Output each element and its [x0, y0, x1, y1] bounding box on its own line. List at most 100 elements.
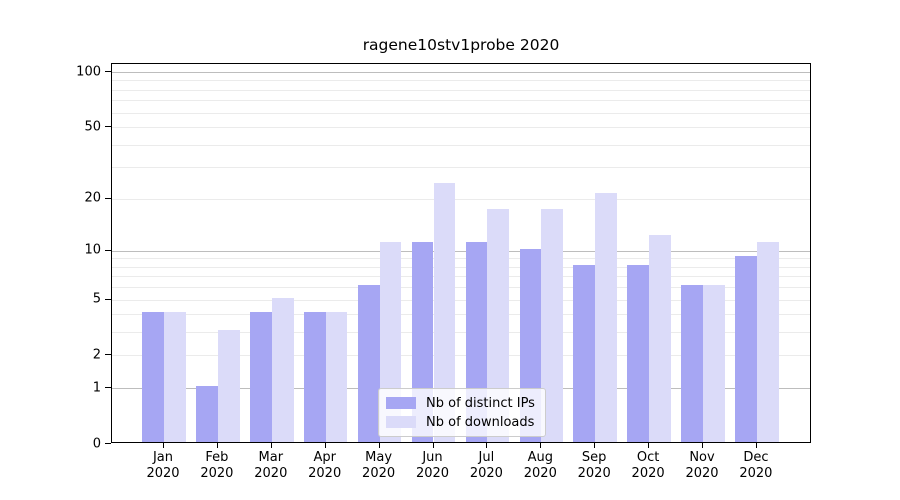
- gridline-minor: [112, 89, 810, 91]
- x-tick-mark: [702, 443, 703, 448]
- y-tick-mark: [105, 197, 111, 199]
- legend-item: Nb of distinct IPs: [386, 396, 538, 411]
- legend-label: Nb of distinct IPs: [426, 395, 535, 411]
- x-tick-label-jul: Jul 2020: [456, 450, 516, 482]
- bar-downloads-nov: [703, 285, 725, 442]
- chart-title: ragene10stv1probe 2020: [362, 36, 560, 54]
- bar-downloads-oct: [649, 235, 671, 442]
- legend-label: Nb of downloads: [426, 414, 535, 430]
- x-tick-mark: [540, 443, 542, 448]
- x-tick-month: Dec: [743, 450, 769, 465]
- gridline-minor: [112, 100, 810, 102]
- x-tick-year: 2020: [685, 466, 719, 481]
- gridline-minor: [112, 167, 810, 169]
- gridline-minor: [112, 332, 810, 334]
- gridline-minor: [112, 276, 810, 278]
- x-tick-label-apr: Apr 2020: [295, 450, 355, 482]
- gridline-minor: [112, 258, 810, 260]
- bar-distinct-ips-feb: [196, 386, 218, 442]
- x-tick-mark: [648, 443, 650, 448]
- legend-swatch-downloads: [386, 416, 416, 428]
- bar-downloads-jan: [164, 312, 186, 442]
- bar-downloads-dec: [756, 241, 779, 442]
- x-tick-year: 2020: [739, 466, 773, 481]
- x-tick-year: 2020: [146, 466, 180, 481]
- x-tick-month: Apr: [313, 450, 336, 465]
- y-tick-label: 5: [92, 291, 101, 307]
- gridline-major: [112, 72, 810, 73]
- bar-distinct-ips-oct: [627, 264, 650, 442]
- gridline-minor: [112, 299, 810, 301]
- bar-distinct-ips-may: [357, 285, 380, 442]
- x-tick-mark: [324, 443, 326, 448]
- y-tick-mark: [105, 126, 111, 128]
- legend-item: Nb of downloads: [386, 415, 538, 430]
- x-tick-year: 2020: [631, 466, 665, 481]
- x-tick-month: Feb: [205, 450, 229, 465]
- y-tick-label: 50: [84, 119, 101, 135]
- x-tick-month: May: [365, 450, 393, 465]
- y-tick-mark: [105, 249, 111, 251]
- x-tick-month: Jul: [478, 450, 495, 465]
- gridline-minor: [112, 144, 810, 146]
- gridline-minor: [112, 266, 810, 268]
- x-tick-month: Aug: [527, 450, 553, 465]
- bar-downloads-sep: [595, 192, 617, 442]
- x-tick-year: 2020: [415, 466, 450, 481]
- y-tick-mark: [105, 71, 111, 72]
- x-tick-mark: [163, 443, 164, 448]
- y-tick-label: 20: [84, 190, 101, 206]
- x-tick-month: Jan: [152, 450, 174, 465]
- x-tick-mark: [594, 443, 596, 448]
- x-tick-year: 2020: [200, 466, 234, 481]
- x-tick-year: 2020: [469, 466, 503, 481]
- x-tick-mark: [270, 443, 272, 448]
- gridline-minor: [112, 355, 810, 357]
- bar-distinct-ips-dec: [735, 256, 757, 442]
- x-tick-mark: [755, 443, 757, 448]
- y-tick-label: 0: [92, 436, 101, 451]
- x-tick-label-jun: Jun 2020: [403, 450, 463, 482]
- x-tick-month: Nov: [689, 450, 715, 465]
- bar-downloads-jun: [433, 182, 456, 442]
- bar-distinct-ips-sep: [573, 264, 596, 442]
- y-tick-mark: [105, 354, 111, 356]
- plot-area: [111, 63, 811, 443]
- x-tick-month: Sep: [581, 450, 607, 465]
- gridline-minor: [112, 198, 810, 200]
- x-tick-year: 2020: [254, 466, 288, 481]
- bar-downloads-apr: [325, 312, 348, 442]
- bar-distinct-ips-apr: [303, 312, 326, 442]
- gridline-minor: [112, 80, 810, 82]
- x-tick-year: 2020: [362, 466, 396, 481]
- bar-downloads-jul: [487, 209, 510, 442]
- x-tick-mark: [378, 443, 380, 448]
- x-tick-label-jan: Jan 2020: [133, 450, 193, 482]
- y-tick-label: 10: [84, 242, 101, 258]
- x-tick-label-sep: Sep 2020: [564, 450, 624, 482]
- x-tick-mark: [216, 443, 218, 448]
- bar-distinct-ips-nov: [681, 285, 703, 442]
- x-tick-year: 2020: [308, 466, 342, 481]
- x-tick-year: 2020: [577, 466, 611, 481]
- gridline-minor: [112, 314, 810, 316]
- gridline-minor: [112, 127, 810, 129]
- y-tick-mark: [105, 387, 111, 389]
- gridline-minor: [112, 287, 810, 289]
- bar-downloads-aug: [541, 209, 564, 442]
- y-tick-label: 2: [92, 347, 101, 363]
- y-tick-label: 100: [76, 64, 101, 79]
- gridline-major: [112, 250, 810, 252]
- x-tick-label-mar: Mar 2020: [241, 450, 301, 482]
- x-tick-year: 2020: [523, 466, 557, 481]
- x-tick-mark: [486, 443, 488, 448]
- x-tick-month: Jun: [422, 450, 443, 465]
- x-tick-month: Oct: [636, 450, 660, 465]
- x-tick-label-feb: Feb 2020: [187, 450, 247, 482]
- y-tick-mark: [105, 443, 111, 444]
- bar-downloads-feb: [217, 330, 240, 442]
- x-tick-label-dec: Dec 2020: [726, 450, 786, 482]
- legend: Nb of distinct IPs Nb of downloads: [378, 388, 546, 437]
- x-tick-month: Mar: [258, 450, 284, 465]
